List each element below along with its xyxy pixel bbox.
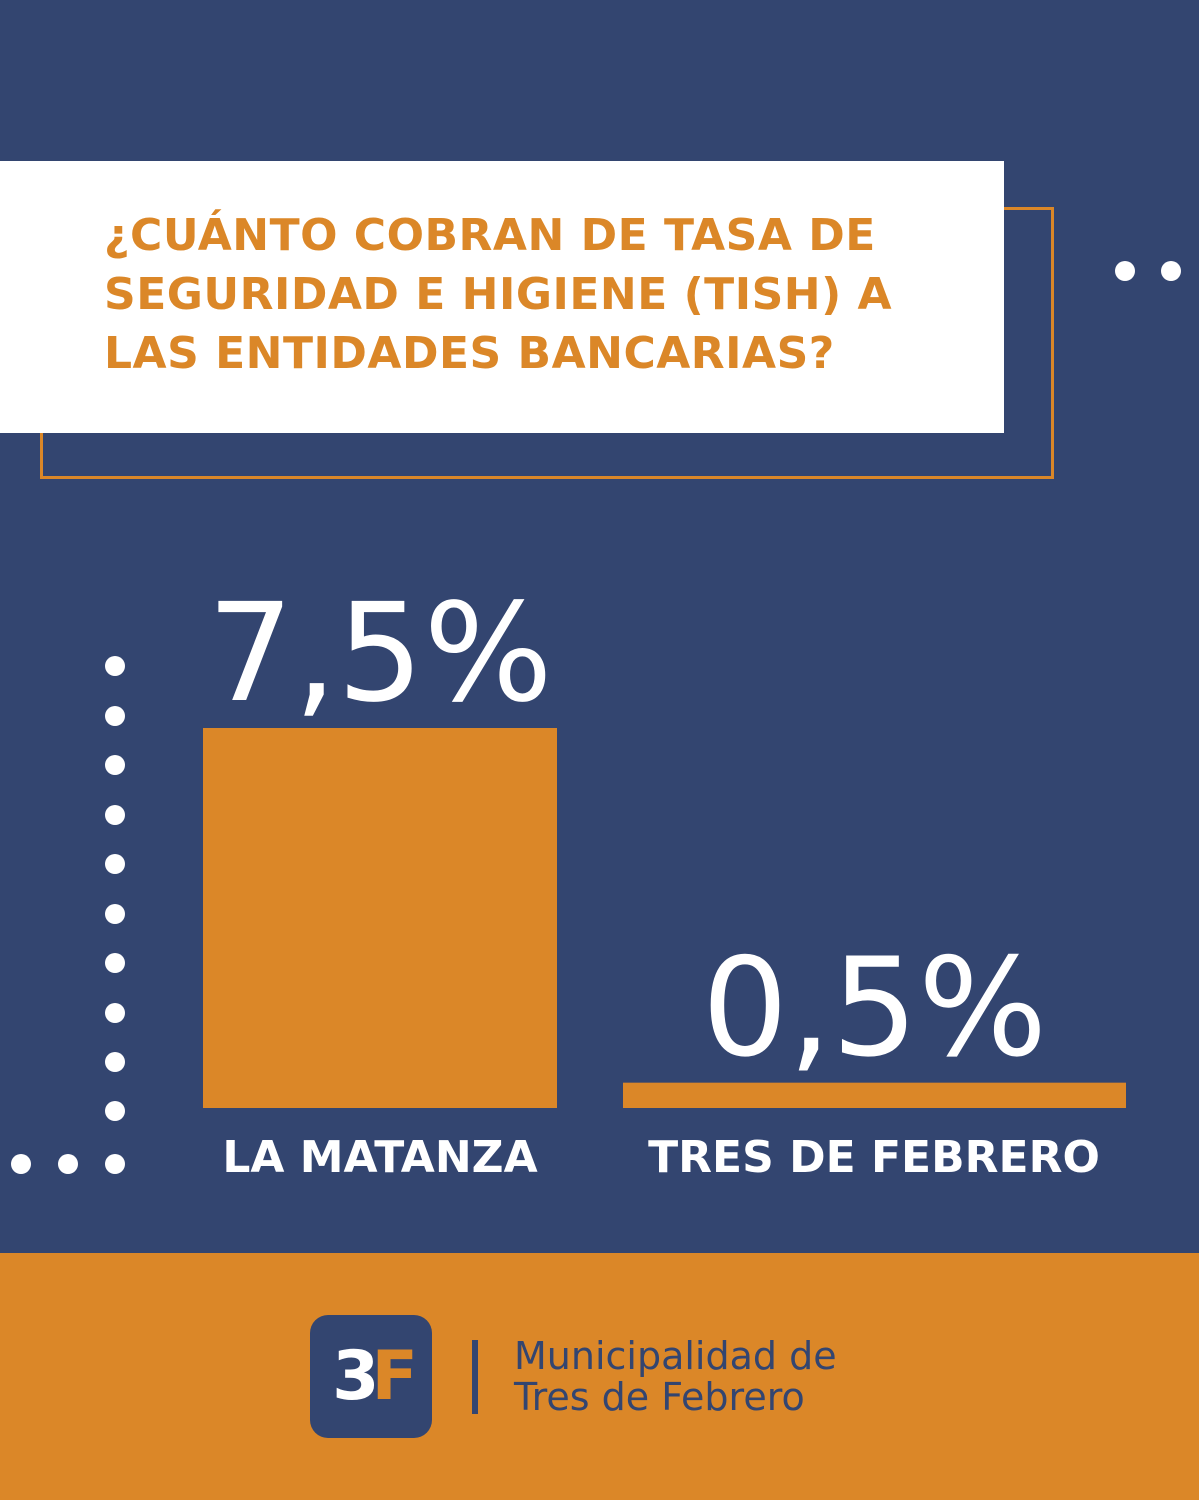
logo-letter: F — [371, 1337, 418, 1416]
axis-dot — [105, 1052, 125, 1072]
title-line-3: LAS ENTIDADES BANCARIAS? — [104, 328, 835, 379]
category-label-2: TRES DE FEBRERO — [648, 1132, 1100, 1183]
axis-dot — [105, 953, 125, 973]
axis-dot — [105, 656, 125, 676]
title-card — [0, 161, 1004, 433]
axis-dot — [105, 706, 125, 726]
chart-title: ¿CUÁNTO COBRAN DE TASA DE SEGURIDAD E HI… — [104, 206, 1004, 383]
bar-chart: 7,5% LA MATANZA 0,5% TRES DE FEBRERO — [203, 575, 1126, 1183]
decorative-dot — [1115, 261, 1135, 281]
value-label-1: 7,5% — [207, 575, 553, 733]
axis-dot — [105, 1154, 125, 1174]
bar-1 — [203, 728, 557, 1108]
axis-dot — [105, 805, 125, 825]
municipality-logo: 3F — [310, 1315, 432, 1438]
logo-digit: 3 — [332, 1337, 379, 1416]
axis-dot — [105, 755, 125, 775]
axis-dot — [105, 904, 125, 924]
category-label-1: LA MATANZA — [222, 1132, 537, 1183]
decorative-dot — [1161, 261, 1181, 281]
title-line-1: ¿CUÁNTO COBRAN DE TASA DE — [104, 210, 876, 261]
axis-dot — [105, 1003, 125, 1023]
title-line-2: SEGURIDAD E HIGIENE (TISH) A — [104, 269, 893, 320]
footer-band — [0, 1253, 1199, 1500]
axis-dot — [105, 854, 125, 874]
bar-2 — [623, 1082, 1126, 1108]
axis-dot — [11, 1154, 31, 1174]
municipality-name: Municipalidad de Tres de Febrero — [514, 1336, 837, 1418]
axis-dot — [105, 1101, 125, 1121]
logo-mark: 3F — [310, 1339, 432, 1415]
footer-divider — [472, 1340, 478, 1414]
value-label-2: 0,5% — [702, 930, 1048, 1088]
municipality-name-line-1: Municipalidad de — [514, 1334, 837, 1378]
axis-dot — [58, 1154, 78, 1174]
municipality-name-line-2: Tres de Febrero — [514, 1375, 805, 1419]
